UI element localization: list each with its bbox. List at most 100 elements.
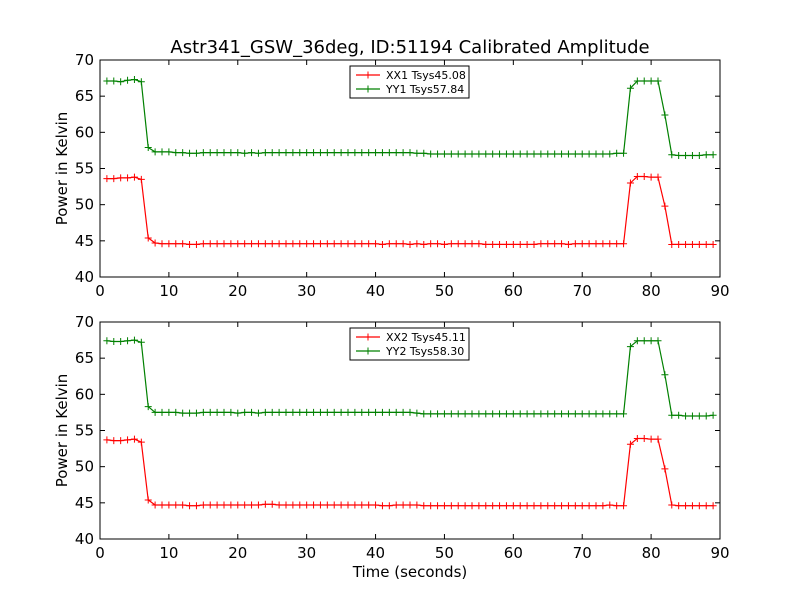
data-point: [502, 150, 510, 158]
data-point: [537, 240, 545, 248]
data-point: [303, 501, 311, 509]
data-point: [378, 240, 386, 248]
data-point: [261, 408, 269, 416]
data-point: [613, 502, 621, 510]
data-point: [303, 149, 311, 157]
data-point: [709, 151, 717, 159]
data-point: [489, 240, 497, 248]
data-point: [640, 172, 648, 180]
data-point: [372, 149, 380, 157]
y-tick-label: 65: [75, 349, 94, 367]
data-point: [158, 148, 166, 156]
data-point: [358, 149, 366, 157]
top-subplot: 0 10 20 30 40 50 60 70 80 90 40 45 50 55 60 65 70 Power i…: [53, 51, 730, 300]
data-point: [606, 501, 614, 509]
data-point: [482, 240, 490, 248]
data-point: [564, 150, 572, 158]
data-point: [289, 240, 297, 248]
data-point: [434, 502, 442, 510]
data-point: [179, 149, 187, 157]
data-point: [372, 501, 380, 509]
data-point: [709, 240, 717, 248]
data-point: [551, 502, 559, 510]
data-point: [496, 240, 504, 248]
data-point: [606, 240, 614, 248]
data-point: [709, 411, 717, 419]
data-point: [103, 436, 111, 444]
data-point: [502, 410, 510, 418]
data-point: [275, 501, 283, 509]
data-point: [144, 144, 152, 152]
data-point: [117, 78, 125, 86]
data-point: [186, 502, 194, 510]
data-point: [654, 337, 662, 345]
data-point: [310, 408, 318, 416]
data-point: [213, 240, 221, 248]
series-markers: [103, 336, 717, 420]
data-point: [523, 150, 531, 158]
data-point: [254, 501, 262, 509]
x-tick-label: 10: [159, 544, 178, 562]
data-point: [509, 150, 517, 158]
data-point: [454, 502, 462, 510]
data-point: [496, 150, 504, 158]
y-axis-label: Power in Kelvin: [53, 112, 71, 226]
data-point: [316, 240, 324, 248]
data-point: [289, 501, 297, 509]
data-point: [668, 151, 676, 159]
data-point: [640, 337, 648, 345]
data-point: [695, 412, 703, 420]
data-point: [695, 502, 703, 510]
data-point: [454, 410, 462, 418]
data-point: [482, 150, 490, 158]
data-point: [578, 150, 586, 158]
data-point: [358, 408, 366, 416]
data-point: [599, 410, 607, 418]
data-point: [124, 76, 132, 84]
data-point: [234, 149, 242, 157]
data-point: [413, 409, 421, 417]
data-point: [213, 408, 221, 416]
data-point: [633, 337, 641, 345]
data-point: [110, 175, 118, 183]
data-point: [110, 338, 118, 346]
data-point: [475, 502, 483, 510]
data-point: [234, 240, 242, 248]
data-point: [248, 501, 256, 509]
data-point: [489, 502, 497, 510]
data-point: [124, 174, 132, 182]
data-point: [668, 240, 676, 248]
data-point: [585, 410, 593, 418]
data-point: [606, 150, 614, 158]
data-point: [234, 409, 242, 417]
data-point: [151, 501, 159, 509]
data-point: [434, 150, 442, 158]
data-point: [289, 149, 297, 157]
data-point: [110, 437, 118, 445]
data-point: [461, 240, 469, 248]
data-point: [523, 240, 531, 248]
data-point: [475, 150, 483, 158]
data-point: [254, 240, 262, 248]
data-point: [199, 501, 207, 509]
data-point: [461, 410, 469, 418]
data-point: [172, 149, 180, 157]
data-point: [310, 501, 318, 509]
data-point: [206, 501, 214, 509]
x-tick-label: 40: [366, 544, 385, 562]
data-point: [351, 501, 359, 509]
x-tick-label: 30: [297, 544, 316, 562]
data-point: [461, 150, 469, 158]
data-point: [103, 337, 111, 345]
data-point: [130, 336, 138, 344]
data-point: [137, 438, 145, 446]
y-tick-label: 50: [75, 196, 94, 214]
data-point: [468, 240, 476, 248]
data-point: [144, 496, 152, 504]
data-point: [482, 410, 490, 418]
data-point: [392, 501, 400, 509]
data-point: [468, 502, 476, 510]
data-point: [330, 501, 338, 509]
